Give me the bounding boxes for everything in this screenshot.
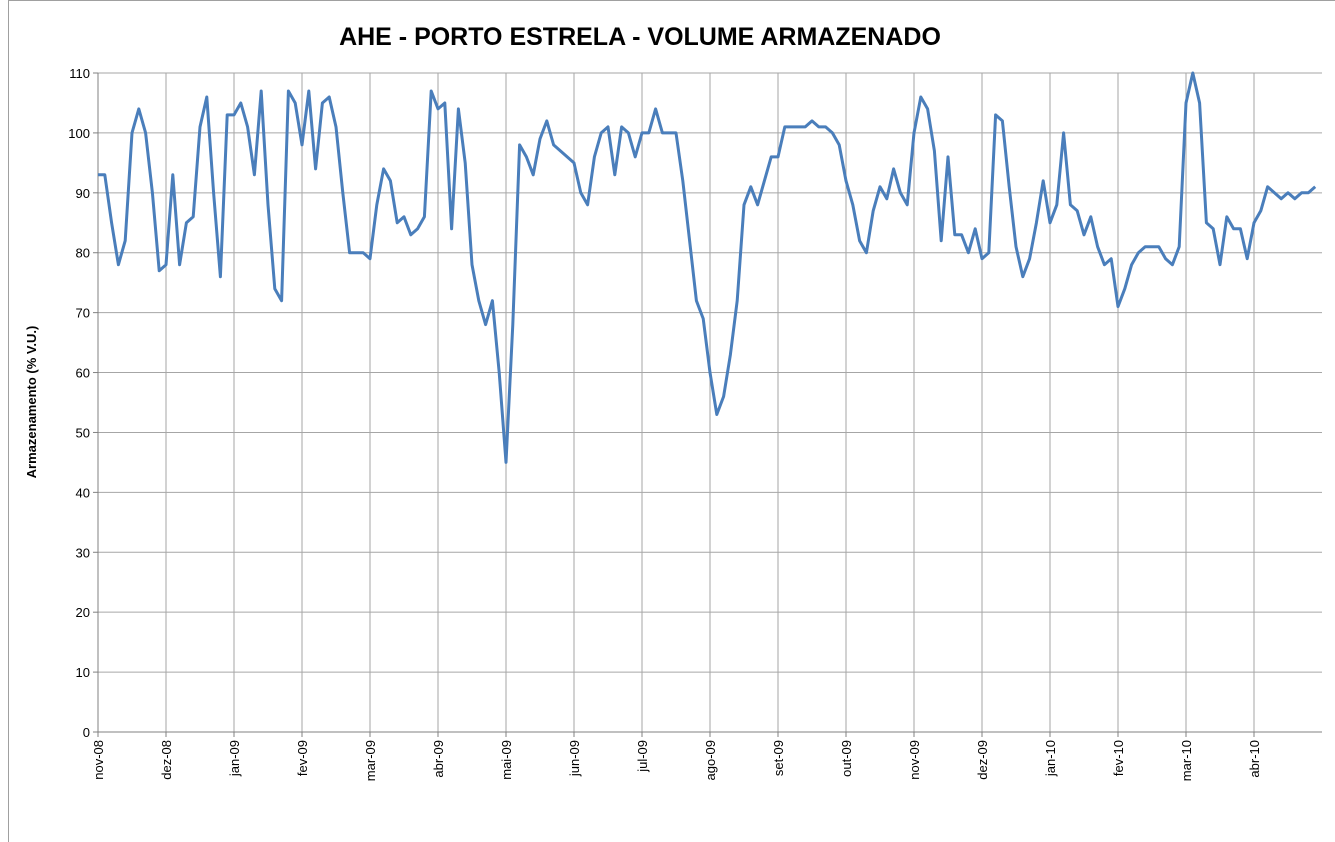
y-tick-label: 100 xyxy=(68,126,90,141)
y-tick-label: 90 xyxy=(76,186,90,201)
x-tick-label: nov-09 xyxy=(907,740,922,780)
x-tick-label: fev-10 xyxy=(1111,740,1126,776)
x-tick-label: jan-09 xyxy=(227,740,242,777)
y-axis-label: Armazenamento (% V.U.) xyxy=(24,326,39,479)
x-tick-label: ago-09 xyxy=(703,740,718,780)
x-tick-label: abr-09 xyxy=(431,740,446,778)
x-tick-label: jan-10 xyxy=(1043,740,1058,777)
y-tick-label: 60 xyxy=(76,366,90,381)
x-tick-label: nov-08 xyxy=(91,740,106,780)
grid xyxy=(97,72,1322,733)
y-tick-label: 110 xyxy=(69,66,90,81)
x-tick-label: fev-09 xyxy=(295,740,310,776)
x-tick-label: dez-09 xyxy=(975,740,990,780)
y-tick-label: 30 xyxy=(76,545,90,560)
y-tick-label: 40 xyxy=(76,485,90,500)
data-line xyxy=(98,71,1317,464)
x-tick-label: mar-09 xyxy=(363,740,378,781)
x-tick-label: jul-09 xyxy=(635,740,650,773)
x-tick-label: dez-08 xyxy=(159,740,174,780)
y-tick-label: 70 xyxy=(76,306,90,321)
chart-frame xyxy=(8,0,1335,842)
x-tick-label: abr-10 xyxy=(1247,740,1262,778)
x-tick-label: jun-09 xyxy=(567,740,582,777)
x-tick-label: mai-09 xyxy=(499,740,514,780)
x-tick-label: out-09 xyxy=(839,740,854,777)
x-tick-label: set-09 xyxy=(771,740,786,776)
y-tick-label: 50 xyxy=(76,425,90,440)
y-tick-label: 80 xyxy=(76,246,90,261)
y-tick-label: 20 xyxy=(76,605,90,620)
y-tick-label: 10 xyxy=(76,665,90,680)
x-tick-label: mar-10 xyxy=(1179,740,1194,781)
y-tick-label: 0 xyxy=(83,725,90,740)
chart-title: AHE - PORTO ESTRELA - VOLUME ARMAZENADO xyxy=(339,23,941,51)
